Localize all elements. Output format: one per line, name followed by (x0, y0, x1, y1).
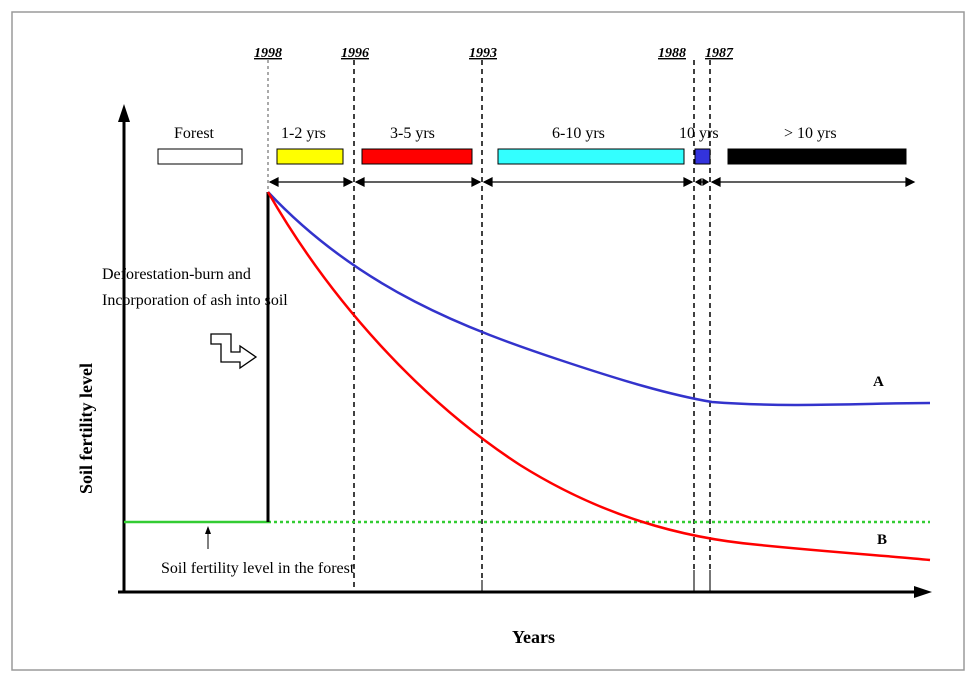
period-bar-10 (694, 148, 711, 165)
burn-annotation-line1: Deforestation-burn and (102, 266, 251, 283)
period-label-over-10: > 10 yrs (784, 125, 837, 142)
range-arrows (268, 177, 916, 187)
period-label-10: 10 yrs (679, 125, 719, 142)
burn-annotation-line2: Incorporation of ash into soil (102, 292, 288, 309)
forest-pointer-arrowhead (205, 526, 211, 534)
period-bar-forest (157, 148, 243, 165)
period-label-3-5: 3-5 yrs (390, 125, 435, 142)
period-label-1-2: 1-2 yrs (281, 125, 326, 142)
curve-b-label: B (877, 532, 887, 548)
period-bar-6-10 (497, 148, 685, 165)
year-label-1987: 1987 (705, 46, 734, 61)
period-label-forest: Forest (174, 125, 215, 142)
y-axis-label: Soil fertility level (76, 363, 96, 494)
year-label-1993: 1993 (469, 46, 497, 61)
x-axis-arrow (914, 586, 932, 598)
period-bar-over-10 (727, 148, 907, 165)
year-label-1998: 1998 (254, 46, 282, 61)
diagram-frame (11, 11, 965, 671)
period-bar-3-5 (361, 148, 473, 165)
x-axis-label: Years (512, 627, 555, 647)
bent-arrow-icon (210, 333, 258, 370)
period-label-6-10: 6-10 yrs (552, 125, 605, 142)
year-label-1996: 1996 (341, 46, 369, 61)
year-label-1988: 1988 (658, 46, 686, 61)
curve-a (267, 191, 931, 407)
curve-b (266, 191, 931, 562)
y-axis-arrow (118, 104, 130, 122)
forest-level-annotation: Soil fertility level in the forest (161, 560, 355, 577)
curve-a-label: A (873, 374, 884, 390)
period-bar-1-2 (276, 148, 344, 165)
